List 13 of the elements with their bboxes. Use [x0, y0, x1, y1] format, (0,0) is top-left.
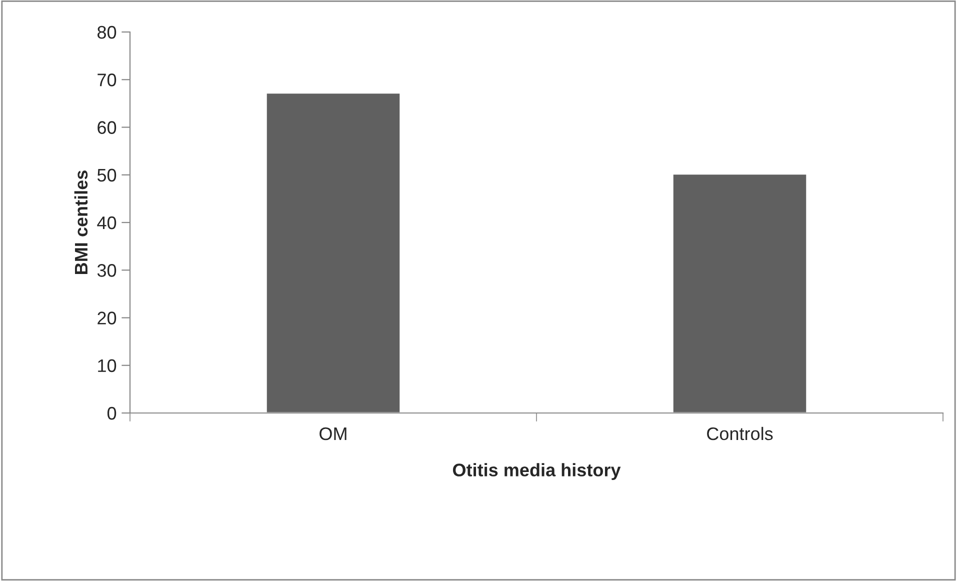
y-tick-label: 10 [98, 359, 116, 372]
y-tick-label: 0 [107, 406, 116, 420]
y-tick-label: 80 [98, 26, 116, 39]
x-axis-title: Otitis media history [452, 463, 621, 480]
y-tick-label: 30 [97, 264, 116, 277]
y-axis-title: BMI centiles [74, 170, 88, 274]
x-tick-label: Controls [707, 426, 773, 440]
x-tick-label: OM [320, 427, 346, 440]
y-tick-label: 70 [98, 74, 116, 86]
y-tick-label: 60 [98, 121, 116, 134]
y-tick-label: 20 [98, 312, 116, 324]
y-tick-label: 40 [97, 216, 116, 230]
y-tick-label: 50 [97, 168, 116, 182]
